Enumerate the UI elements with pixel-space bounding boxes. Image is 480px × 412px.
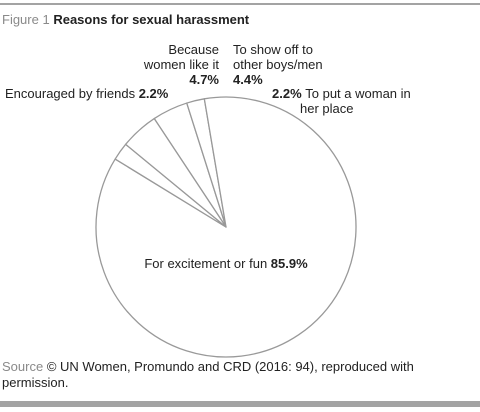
slice-value: 2.2% bbox=[135, 86, 169, 101]
slice-label-line: To show off to bbox=[233, 42, 313, 57]
figure-name: Reasons for sexual harassment bbox=[53, 12, 250, 27]
slice-label-line: her place bbox=[300, 101, 353, 116]
slice-label-because-women-like-it: Because women like it 4.7% bbox=[143, 42, 220, 87]
top-rule bbox=[0, 3, 480, 5]
slice-value: 2.2% bbox=[272, 86, 305, 101]
bottom-rule bbox=[0, 401, 480, 407]
svg-text:For excitement or fun 85.9%: For excitement or fun 85.9% bbox=[144, 256, 308, 271]
source-text: © UN Women, Promundo and CRD (2016: 94),… bbox=[2, 359, 414, 390]
slice-value: 4.7% bbox=[189, 72, 219, 87]
slice-label-line: women like it bbox=[143, 57, 220, 72]
slice-label-to-show-off-to-other-boys-men: To show off to other boys/men 4.4% bbox=[233, 42, 323, 87]
figure-title: Figure 1 Reasons for sexual harassment bbox=[2, 12, 249, 27]
slice-label-encouraged-by-friends: Encouraged by friends 2.2% bbox=[5, 86, 169, 101]
slice-value: 85.9% bbox=[267, 256, 308, 271]
source-note: Source © UN Women, Promundo and CRD (201… bbox=[2, 359, 462, 391]
slice-label-line: 2.2% To put a woman in bbox=[272, 86, 411, 101]
slice-value: 4.4% bbox=[233, 72, 263, 87]
pie-slice-because-women-like-it bbox=[125, 117, 227, 228]
svg-text:Encouraged by friends 2.2%: Encouraged by friends 2.2% bbox=[5, 86, 169, 101]
slice-label-for-excitement-or-fun: For excitement or fun 85.9% bbox=[144, 256, 308, 271]
slice-label-line: Because bbox=[168, 42, 219, 57]
slice-label-line: Encouraged by friends 2.2% bbox=[5, 86, 169, 101]
slice-label-line: other boys/men bbox=[233, 57, 323, 72]
pie-chart: To show off to other boys/men 4.4%2.2% To … bbox=[5, 42, 411, 358]
figure-number: Figure 1 bbox=[2, 12, 50, 27]
source-label: Source bbox=[2, 359, 44, 374]
slice-label-to-put-a-woman-in-her-place: 2.2% To put a woman in her place bbox=[272, 86, 411, 116]
slice-label-line: For excitement or fun 85.9% bbox=[144, 256, 308, 271]
